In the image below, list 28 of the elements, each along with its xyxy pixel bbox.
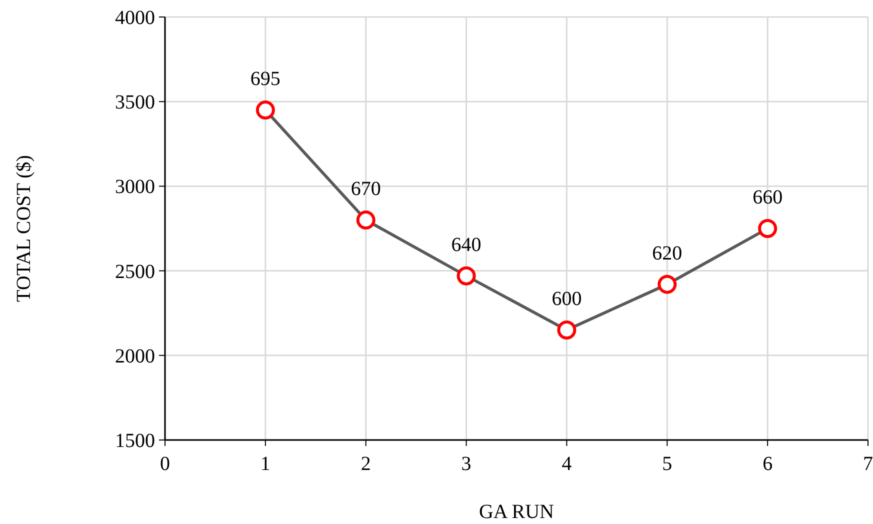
y-tick-label: 1500 xyxy=(115,430,155,452)
y-tick-label: 2000 xyxy=(115,345,155,368)
x-tick-label: 0 xyxy=(160,453,170,475)
x-tick-label: 4 xyxy=(562,453,572,475)
annotation: 670 xyxy=(350,178,381,200)
point xyxy=(557,320,576,340)
x-tick-label: 2 xyxy=(360,453,371,475)
annotation: 660 xyxy=(752,186,783,208)
point xyxy=(356,210,376,230)
point xyxy=(456,266,476,286)
point xyxy=(758,219,778,238)
annotation: 640 xyxy=(451,234,482,256)
x-tick-label: 1 xyxy=(260,453,270,475)
annotation: 620 xyxy=(652,242,682,264)
annotation: 695 xyxy=(250,68,280,90)
x-tick-label: 7 xyxy=(863,453,873,475)
x-tick-label: 3 xyxy=(461,453,472,475)
y-tick-label: 3500 xyxy=(115,92,155,114)
x-tick-label: 6 xyxy=(762,453,773,475)
y-tick-label: 2500 xyxy=(115,260,155,283)
y-axis-title: TOTAL COST ($) xyxy=(13,155,35,302)
annotation: 600 xyxy=(552,288,582,310)
point xyxy=(256,100,275,120)
point xyxy=(658,274,677,294)
y-tick-label: 4000 xyxy=(115,7,155,29)
x-axis-title: GA RUN xyxy=(478,501,554,523)
y-tick-label: 3000 xyxy=(115,176,155,198)
x-tick-label: 5 xyxy=(662,453,672,475)
